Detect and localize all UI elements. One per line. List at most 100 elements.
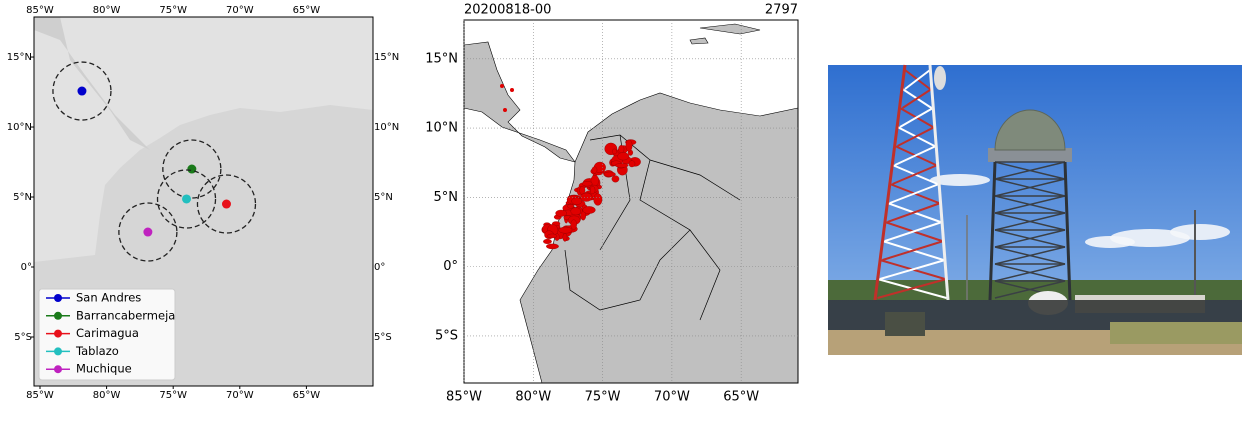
tower-strut [879,259,946,280]
echo [603,171,616,177]
radar-site [182,194,192,204]
y-tick-label: 5°N [13,192,32,203]
cloud [1170,224,1230,240]
echo [503,108,507,112]
radar-site [187,164,197,174]
echo [581,181,593,187]
tower-strut [901,88,933,109]
tower-strut [994,246,1066,265]
tower-strut [994,280,1066,299]
land [34,17,150,150]
echo [611,148,618,155]
radar-site [221,199,231,209]
cloud [1085,236,1135,248]
radome [994,109,1066,151]
echo [547,233,558,239]
legend-box [38,288,176,381]
x-tick-label: 65°W [293,390,321,401]
echo [570,219,577,230]
echo [546,243,559,250]
x-tick-label: 75°W [585,390,621,405]
tower-strut [877,278,947,299]
legend-label: Carimagua [76,326,139,340]
tower-strut [897,126,935,147]
echo [567,204,574,209]
land [463,41,576,163]
x-tick-label: 80°W [93,390,121,401]
legend-marker [54,347,62,356]
echo [543,239,552,245]
x-tick-label: 85°W [26,5,54,16]
tower-leg [988,161,997,301]
echo [580,192,593,202]
echo [555,209,567,217]
echo [590,186,596,195]
echo [593,193,603,206]
antenna [934,66,946,90]
echo [570,207,582,216]
y-tick-label: 5°S [374,332,392,343]
radar-photo [828,64,1242,355]
radar-site [77,86,87,96]
y-tick-label: 15°N [7,52,32,63]
platform [988,148,1072,162]
range-ring [162,139,222,199]
echo [500,84,504,88]
cloud [930,174,990,186]
tower-strut [994,229,1066,248]
x-tick-label: 70°W [226,390,254,401]
x-tick-label: 65°W [293,5,321,16]
tower-strut [887,202,941,223]
echo [614,163,629,168]
x-tick-label: 75°W [159,5,187,16]
y-tick-label: 15°N [425,51,458,66]
y-tick-label: 0° [443,259,458,274]
x-tick-label: 70°W [654,390,690,405]
tower-strut [994,212,1066,231]
x-tick-label: 80°W [515,390,551,405]
range-ring [52,61,112,121]
range-ring [156,169,217,229]
legend-marker [54,311,62,320]
y-tick-label: 10°N [374,122,399,133]
echo [611,175,620,183]
echo [617,152,630,161]
map-frame [463,19,799,384]
tower-leg [928,64,950,301]
y-tick-label: 5°S [435,328,458,343]
x-tick-label: 75°W [159,390,187,401]
echo [582,206,596,214]
y-tick-label: 0° [374,262,385,273]
tower-strut [899,107,934,128]
y-tick-label: 10°N [425,121,458,136]
legend-marker [54,329,62,338]
tower-strut [904,69,931,90]
legend-marker [54,294,62,302]
y-tick-label: 5°S [14,332,32,343]
echo [591,166,598,174]
y-tick-label: 15°N [374,52,399,63]
x-tick-label: 85°W [26,390,54,401]
tower-leg [1063,161,1072,301]
grass [1110,322,1242,344]
echo [625,139,633,152]
map-header: 20200818-00 [464,3,551,18]
tower-strut [994,263,1066,282]
echo [562,233,568,242]
x-tick-label: 80°W [93,5,121,16]
map-frame [33,16,374,387]
x-tick-label: 70°W [226,5,254,16]
tower-strut [889,183,940,204]
island [689,23,761,45]
precipitation [500,84,641,250]
y-tick-label: 5°N [434,190,459,205]
sea [34,17,373,262]
x-tick-label: 85°W [446,390,482,405]
y-tick-label: 0° [21,262,32,273]
echo [628,160,636,168]
map-header: 2797 [765,3,798,18]
range-ring [196,174,257,234]
tower-strut [882,240,944,261]
legend-label: Muchique [76,362,132,376]
